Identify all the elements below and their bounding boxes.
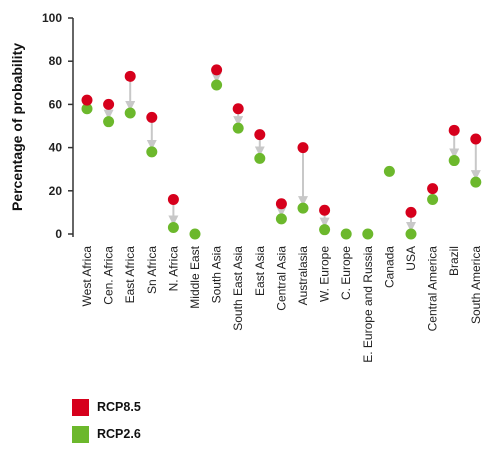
category-label: USA [404,246,418,271]
legend-swatch-rcp85 [72,398,89,416]
point-rcp8-5-brazil [448,124,460,136]
point-rcp2-6-south-america [470,176,482,188]
point-rcp8-5-east-asia [254,129,266,141]
category-label: Canada [382,246,396,288]
y-tick-label: 20 [49,184,63,198]
category-label: Australasia [296,246,310,306]
y-tick-label: 0 [55,227,62,241]
point-rcp2-6-usa [405,228,417,240]
point-rcp8-5-cen-africa [103,98,115,110]
y-ticks: 0 20 40 60 80 100 [42,11,73,241]
category-label: West Africa [80,246,94,307]
category-label: Central America [426,246,440,332]
category-label: South Asia [210,246,224,304]
point-rcp8-5-east-africa [124,70,136,82]
point-rcp2-6-w-europe [319,224,331,236]
point-rcp2-6-south-east-asia [232,122,244,134]
y-tick-label: 80 [49,54,63,68]
point-rcp8-5-w-europe [319,204,331,216]
point-rcp2-6-canada [383,165,395,177]
y-tick-label: 100 [42,11,62,25]
legend-item-rcp85: RCP8.5 [72,396,141,418]
point-rcp8-5-central-asia [275,198,287,210]
category-label: East Asia [253,246,267,296]
y-tick-label: 40 [49,141,63,155]
point-rcp2-6-c-europe [340,228,352,240]
legend: RCP8.5 RCP2.6 [72,396,141,450]
point-rcp8-5-south-america [470,133,482,145]
point-rcp8-5-west-africa [81,94,93,106]
point-rcp8-5-n-africa [167,193,179,205]
point-rcp2-6-central-asia [275,213,287,225]
point-rcp8-5-australasia [297,142,309,154]
legend-swatch-rcp26 [72,425,89,443]
category-label: Middle East [188,245,202,308]
point-rcp2-6-east-africa [124,107,136,119]
legend-label-rcp26: RCP2.6 [97,427,141,441]
category-label: South East Asia [231,246,245,331]
y-axis-title: Percentage of probability [9,43,25,211]
y-tick-label: 60 [49,97,63,111]
point-rcp8-5-south-asia [211,64,223,76]
category-label: E. Europe and Russia [361,246,375,363]
point-rcp8-5-sn-africa [146,111,158,123]
category-label: Cen. Africa [102,246,116,305]
point-rcp8-5-central-america [427,183,439,195]
category-label: Central Asia [274,246,288,311]
point-rcp2-6-east-asia [254,152,266,164]
category-label: Brazil [447,246,461,276]
category-label: N. Africa [166,246,180,292]
point-rcp2-6-central-america [427,193,439,205]
point-rcp8-5-usa [405,206,417,218]
category-label: Sn Africa [145,246,159,294]
point-rcp2-6-e-europe-and-russia [362,228,374,240]
point-rcp2-6-brazil [448,155,460,167]
point-rcp2-6-west-africa [81,103,93,115]
legend-item-rcp26: RCP2.6 [72,423,141,445]
chart: Percentage of probability 0 20 40 60 80 100 W… [9,11,483,363]
point-rcp2-6-middle-east [189,228,201,240]
change-arrows [103,72,481,232]
data-points [81,64,482,240]
category-label: C. Europe [339,246,353,300]
legend-label-rcp85: RCP8.5 [97,400,141,414]
point-rcp2-6-cen-africa [103,116,115,128]
point-rcp2-6-australasia [297,202,309,214]
category-label: East Africa [123,246,137,304]
point-rcp2-6-sn-africa [146,146,158,158]
category-labels: West Africa Cen. Africa East Africa Sn Afri… [80,245,483,362]
point-rcp2-6-n-africa [167,222,179,234]
category-label: W. Europe [318,246,332,302]
point-rcp8-5-south-east-asia [232,103,244,115]
category-label: South America [469,246,483,324]
point-rcp2-6-south-asia [211,79,223,91]
